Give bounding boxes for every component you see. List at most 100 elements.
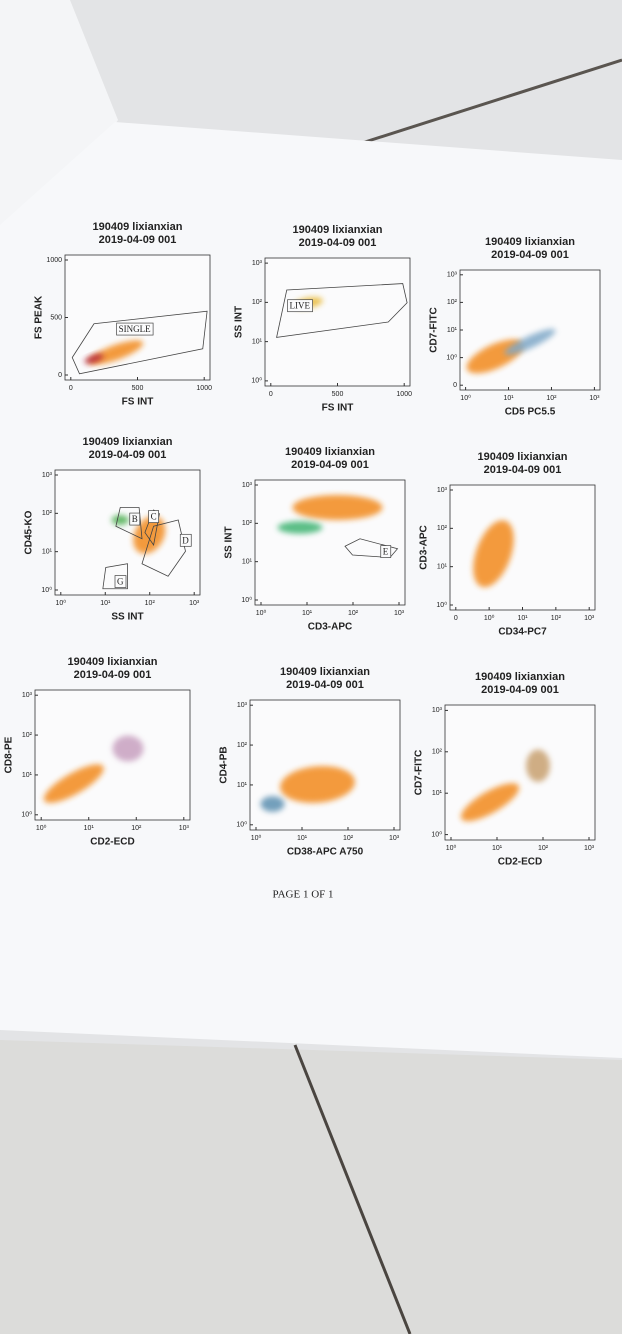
y-axis-label: SS INT: [234, 306, 245, 338]
panel-subtitle: 2019-04-09 001: [484, 464, 562, 476]
y-tick-label: 10³: [42, 472, 53, 479]
panel-subtitle: 2019-04-09 001: [89, 449, 167, 461]
y-tick-label: 10⁰: [41, 586, 52, 594]
x-axis-label: CD5 PC5.5: [505, 407, 556, 418]
panel-subtitle: 2019-04-09 001: [491, 249, 569, 261]
y-tick-label: 10¹: [447, 327, 458, 334]
y-axis-label: FS PEAK: [34, 295, 45, 339]
x-axis-label: CD34-PC7: [498, 627, 547, 638]
footer: PAGE 1 OF 1: [272, 889, 333, 901]
gate-label: B: [132, 514, 138, 524]
y-tick-label: 1000: [46, 257, 62, 264]
x-tick-label: 500: [332, 391, 344, 398]
x-tick-label: 10²: [131, 825, 142, 832]
y-tick-label: 10¹: [22, 772, 33, 779]
panel-subtitle: 2019-04-09 001: [481, 684, 559, 696]
y-tick-label: 10³: [242, 482, 253, 489]
gate: [71, 310, 208, 375]
y-tick-label: 10³: [432, 707, 443, 714]
x-tick-label: 10²: [551, 615, 562, 622]
y-tick-label: 500: [50, 314, 62, 321]
gate-label-box: [148, 510, 159, 523]
x-tick-label: 10¹: [302, 610, 313, 617]
y-tick-label: 10³: [437, 487, 448, 494]
cell-cloud: [112, 735, 144, 762]
panel-title: 190409 lixianxian: [68, 656, 158, 668]
y-axis-label: CD45-KO: [24, 510, 35, 554]
y-tick-label: 10⁰: [251, 377, 262, 385]
x-tick-label: 10³: [389, 835, 400, 842]
panel-title: 190409 lixianxian: [93, 221, 183, 233]
gate: [344, 538, 399, 558]
y-tick-label: 10²: [22, 732, 33, 739]
y-axis-label: CD7-FITC: [429, 307, 440, 353]
x-axis-label: FS INT: [122, 397, 154, 408]
plot-frame: [449, 484, 596, 611]
gate-label: E: [383, 547, 389, 557]
panel-subtitle: 2019-04-09 001: [99, 234, 177, 246]
y-tick-label: 10¹: [252, 338, 263, 345]
x-tick-label: 10²: [546, 395, 557, 402]
cell-cloud: [260, 796, 285, 812]
x-tick-label: 10⁰: [251, 834, 262, 842]
y-tick-label: 10²: [42, 510, 53, 517]
y-tick-label: 10⁰: [236, 821, 247, 829]
y-tick-label: 10³: [252, 260, 263, 267]
y-axis-label: CD4-PB: [219, 746, 230, 783]
y-tick-label: 10¹: [437, 564, 448, 571]
y-axis-label: CD7-FITC: [414, 750, 425, 796]
x-tick-label: 1000: [396, 391, 412, 398]
cell-cloud: [88, 340, 144, 365]
x-tick-label: 10²: [343, 835, 354, 842]
gate-label: LIVE: [290, 301, 311, 311]
tile-seam: [339, 58, 622, 152]
panel-title: 190409 lixianxian: [478, 451, 568, 463]
x-axis-label: CD2-ECD: [498, 857, 542, 868]
y-tick-label: 0: [58, 372, 62, 379]
y-tick-label: 10⁰: [21, 811, 32, 819]
y-tick-label: 10²: [437, 525, 448, 532]
y-tick-label: 10¹: [237, 782, 248, 789]
x-tick-label: 1000: [196, 385, 212, 392]
y-tick-label: 10²: [432, 749, 443, 756]
x-axis-label: CD38-APC A750: [287, 847, 364, 858]
cell-cloud: [84, 353, 104, 364]
x-tick-label: 500: [132, 385, 144, 392]
x-tick-label: 10³: [394, 610, 405, 617]
cell-cloud: [292, 495, 383, 520]
y-tick-label: 10²: [242, 520, 253, 527]
x-tick-label: 0: [454, 615, 458, 622]
x-tick-label: 10¹: [100, 600, 111, 607]
cell-cloud: [460, 783, 520, 822]
y-tick-label: 10³: [22, 692, 33, 699]
panel-subtitle: 2019-04-09 001: [74, 669, 152, 681]
y-tick-label: 10²: [447, 299, 458, 306]
y-tick-label: 10¹: [42, 549, 53, 556]
y-tick-label: 10⁰: [436, 601, 447, 609]
x-tick-label: 10³: [189, 600, 200, 607]
floor-tile: [0, 1040, 622, 1334]
x-tick-label: 10¹: [297, 835, 308, 842]
x-axis-label: CD2-ECD: [90, 837, 134, 848]
y-tick-label: 10²: [237, 742, 248, 749]
gate-label-box: [129, 512, 141, 526]
gate-label: SINGLE: [119, 324, 151, 334]
y-axis-label: SS INT: [224, 526, 235, 558]
gate-label: D: [182, 535, 189, 545]
x-tick-label: 10²: [538, 845, 549, 852]
y-tick-label: 10²: [252, 299, 263, 306]
x-tick-label: 10¹: [517, 615, 528, 622]
x-tick-label: 10⁰: [460, 394, 471, 402]
x-tick-label: 10⁰: [446, 844, 457, 852]
y-tick-label: 10⁰: [446, 353, 457, 361]
x-tick-label: 10¹: [503, 395, 514, 402]
